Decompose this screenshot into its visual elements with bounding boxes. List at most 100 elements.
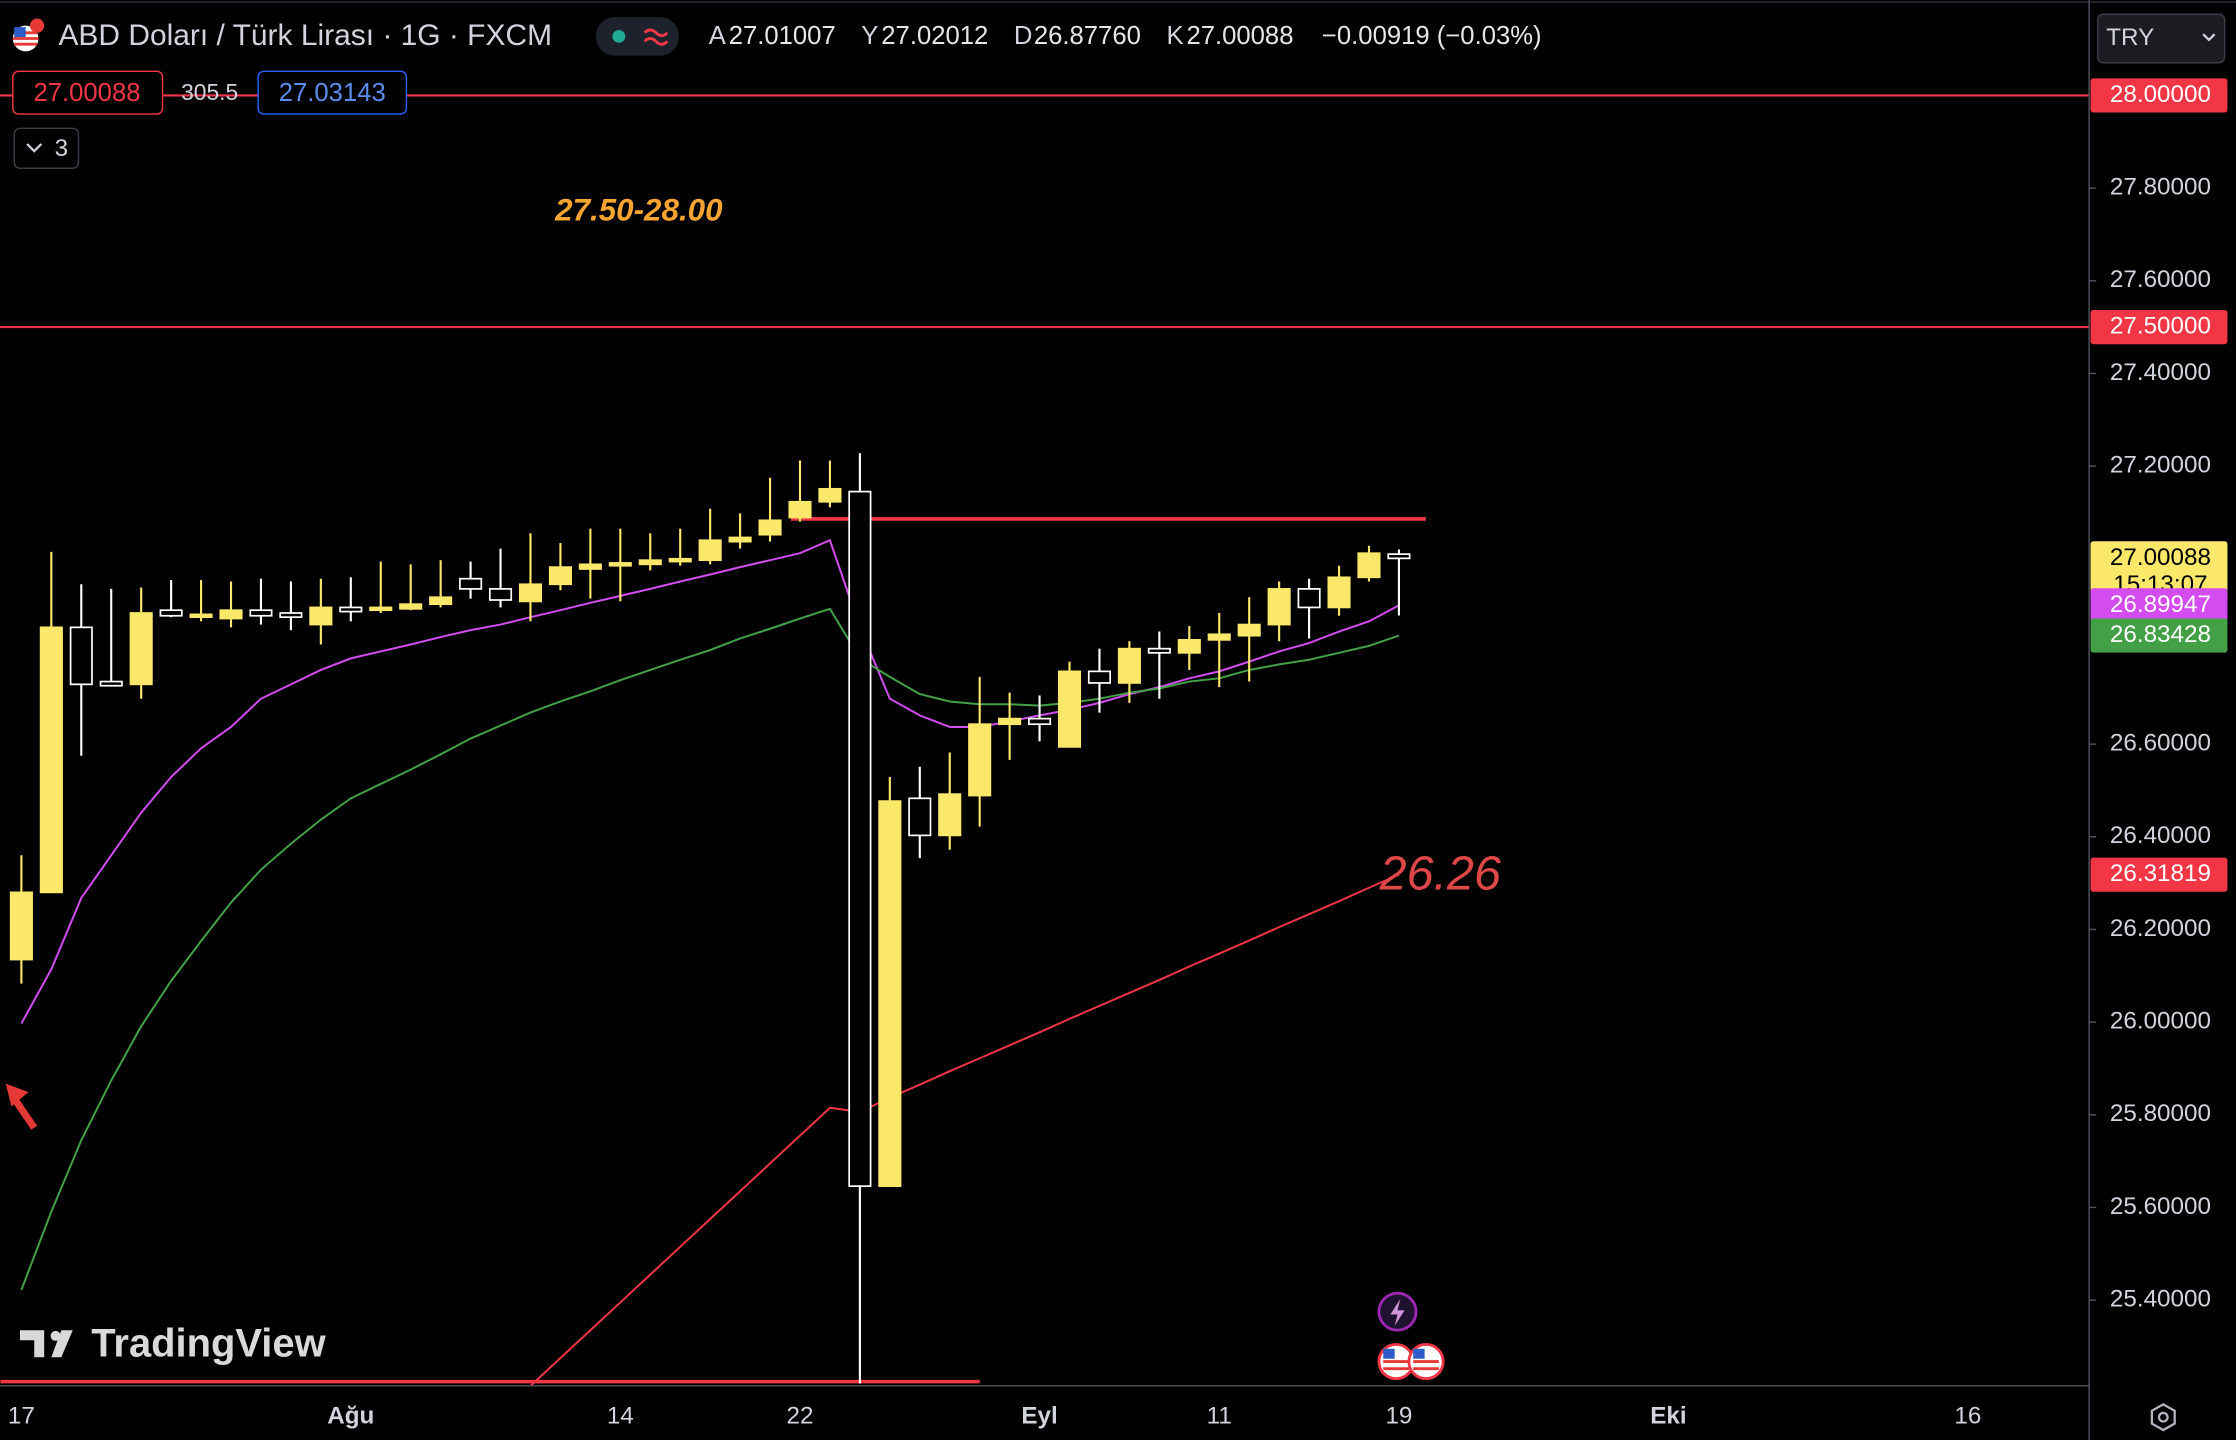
candle-body	[1177, 639, 1201, 654]
ohlc-key: Y	[861, 22, 878, 50]
ohlc-value: 27.01007	[729, 22, 836, 50]
x-tick-label: Eki	[1650, 1403, 1686, 1430]
x-tick-label: Ağu	[327, 1403, 374, 1430]
y-tick-label: 27.60000	[2110, 266, 2211, 293]
sell-price[interactable]: 27.00088	[33, 79, 140, 107]
candle-body	[998, 717, 1022, 726]
candle-body	[1387, 553, 1411, 560]
candle-body	[878, 800, 902, 1187]
candle-body	[249, 609, 273, 617]
ohlc-value: 27.02012	[881, 22, 988, 50]
logo-text: TradingView	[91, 1321, 326, 1365]
annotation: 27.50-28.00	[554, 193, 723, 228]
candle-body	[968, 723, 992, 797]
candle-body	[818, 487, 842, 503]
candle-body	[548, 566, 572, 586]
indicator-line	[20, 607, 1400, 1291]
plot-area	[0, 94, 2090, 1386]
candle-body	[1117, 647, 1141, 684]
buy-button[interactable]: 27.03143	[257, 70, 408, 115]
candle-body	[39, 626, 63, 894]
y-tick-label: 27.20000	[2110, 452, 2211, 479]
y-tick-label: 27.80000	[2110, 174, 2211, 201]
candle-body	[1237, 623, 1261, 637]
price-badge	[2090, 588, 2228, 623]
candle-body	[1327, 576, 1351, 609]
y-tick-label: 26.00000	[2110, 1008, 2211, 1035]
candle-body	[728, 536, 752, 543]
flag-icon	[12, 18, 45, 52]
y-tick-label: 25.60000	[2110, 1193, 2211, 1220]
y-tick-label: 26.40000	[2110, 822, 2211, 849]
y-tick-label: 25.80000	[2110, 1100, 2211, 1127]
status-pill[interactable]	[596, 17, 679, 56]
price-badge-label: 26.83428	[2110, 621, 2211, 648]
price-badge-label: 27.00088	[2110, 544, 2211, 571]
candle-body	[399, 603, 423, 610]
candle-body	[1147, 647, 1171, 654]
currency[interactable]: TRY	[2106, 24, 2154, 51]
symbol-title[interactable]: ABD Doları / Türk Lirası · 1G · FXCM	[58, 19, 552, 52]
change: −0.00919 (−0.03%)	[1322, 22, 1542, 50]
candle-body	[638, 559, 662, 566]
event-icons[interactable]	[1377, 1291, 1445, 1381]
candle-body	[339, 606, 363, 613]
candle-body	[9, 891, 33, 961]
x-tick-label: 17	[8, 1403, 35, 1430]
ohlc-value: 27.00088	[1186, 22, 1293, 50]
candle-body	[938, 793, 962, 837]
candle-body	[1297, 588, 1321, 609]
currency-dropdown[interactable]: TRY	[2096, 13, 2226, 64]
candle-body	[129, 612, 153, 686]
ohlc-key: D	[1014, 22, 1033, 50]
y-tick-label: 26.20000	[2110, 915, 2211, 942]
candle-body	[69, 626, 93, 686]
candle-body	[1267, 588, 1291, 626]
candle-body	[1357, 552, 1381, 579]
settings-button[interactable]	[2150, 1403, 2176, 1432]
candle-body	[189, 613, 213, 619]
price-badge-label: 28.00000	[2110, 81, 2211, 108]
candle-body	[279, 612, 303, 619]
buy-price[interactable]: 27.03143	[279, 79, 386, 107]
candle-body	[159, 609, 183, 617]
candle-body	[758, 519, 782, 536]
candle-body	[668, 557, 692, 563]
logo: TradingView	[19, 1321, 327, 1365]
candle-body	[908, 797, 932, 837]
x-tick-label: 14	[607, 1403, 634, 1430]
candle-body	[788, 500, 812, 519]
x-tick-label: Eyl	[1021, 1403, 1057, 1430]
price-badge-label: 27.50000	[2110, 313, 2211, 340]
candle-body	[608, 562, 632, 567]
y-tick-label: 27.40000	[2110, 359, 2211, 386]
candle-body	[578, 563, 602, 570]
x-tick-label: 11	[1207, 1403, 1232, 1430]
annotation: 26.26	[1379, 847, 1501, 901]
indicator-line	[529, 873, 1400, 1386]
sell-button[interactable]: 27.00088	[12, 70, 164, 115]
indicator-count[interactable]: 3	[55, 135, 68, 162]
candle-body	[1207, 633, 1231, 641]
ohlc-key: K	[1166, 22, 1183, 50]
candle-body	[1087, 670, 1112, 684]
candle-body	[309, 606, 333, 626]
price-badge	[2090, 857, 2228, 892]
price-badge	[2090, 78, 2228, 113]
ohlc-key: A	[709, 22, 727, 50]
candle-body	[518, 583, 543, 603]
price-badge	[2090, 310, 2228, 345]
candle-body	[1057, 670, 1082, 748]
indicators-toggle[interactable]: 3	[13, 127, 80, 169]
price-badge	[2090, 618, 2228, 653]
ohlc-value: 26.87760	[1034, 22, 1141, 50]
candle-body	[698, 539, 722, 562]
price-badge-label: 26.31819	[2110, 860, 2211, 887]
y-tick-label: 25.40000	[2110, 1286, 2211, 1313]
candle-body	[99, 680, 123, 687]
x-tick-label: 16	[1954, 1403, 1981, 1430]
candle-body	[219, 609, 243, 620]
